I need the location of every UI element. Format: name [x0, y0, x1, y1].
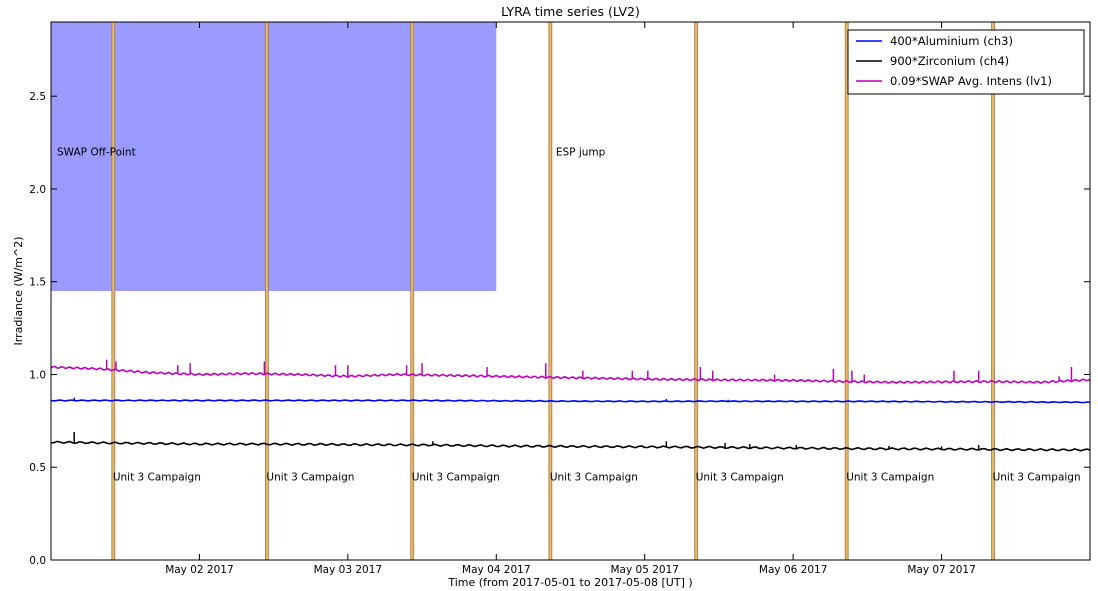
y-tick-label: 1.0	[29, 369, 46, 381]
x-tick-label: May 07 2017	[907, 564, 975, 576]
y-tick-label: 2.0	[29, 184, 46, 196]
shaded-region	[51, 22, 497, 291]
campaign-label: Unit 3 Campaign	[266, 472, 354, 484]
campaign-label: Unit 3 Campaign	[412, 472, 500, 484]
x-axis-label: Time (from 2017-05-01 to 2017-05-08 [UT]…	[447, 576, 692, 589]
series-line	[50, 365, 1091, 384]
series-line	[50, 399, 1091, 404]
y-tick-label: 2.5	[29, 91, 46, 103]
y-tick-label: 0.5	[29, 462, 46, 474]
campaign-label: Unit 3 Campaign	[846, 472, 934, 484]
region-label: ESP jump	[556, 147, 606, 159]
x-axis-ticks: May 02 2017 May 03 2017 May 04 2017 May 05 …	[165, 22, 976, 576]
x-tick-label: May 02 2017	[165, 564, 233, 576]
shaded-regions	[51, 22, 552, 291]
x-tick-label: May 04 2017	[462, 564, 530, 576]
y-tick-label: 1.5	[29, 277, 46, 289]
x-tick-label: May 05 2017	[610, 564, 678, 576]
y-axis-label: Irradiance (W/m^2)	[12, 237, 25, 346]
y-tick-label: 0.0	[29, 555, 46, 567]
campaign-label: Unit 3 Campaign	[696, 472, 784, 484]
legend-box	[847, 29, 1085, 95]
plot-frame	[50, 21, 1091, 561]
series-line	[50, 440, 1091, 452]
x-tick-label: May 06 2017	[759, 564, 827, 576]
region-label: SWAP Off-Point	[57, 147, 136, 159]
series-lines	[50, 359, 1091, 452]
campaign-label: Unit 3 Campaign	[113, 472, 201, 484]
chart-title: LYRA time series (LV2)	[501, 4, 640, 19]
campaign-label: Unit 3 Campaign	[550, 472, 638, 484]
legend-label: 0.09*SWAP Avg. Intens (lv1)	[890, 74, 1052, 88]
campaign-label: Unit 3 Campaign	[993, 472, 1081, 484]
legend-label: 400*Aluminium (ch3)	[890, 34, 1013, 48]
annotation-labels: SWAP Off-Point ESP jump Unit 3 Campaign Uni…	[57, 147, 1081, 484]
legend-label: 900*Zirconium (ch4)	[890, 54, 1009, 68]
y-axis-ticks: 0.0 0.5 1.0 1.5 2.0 2.5	[29, 91, 1090, 567]
x-tick-label: May 03 2017	[314, 564, 382, 576]
legend: 400*Aluminium (ch3) 900*Zirconium (ch4) 0.…	[847, 29, 1085, 95]
